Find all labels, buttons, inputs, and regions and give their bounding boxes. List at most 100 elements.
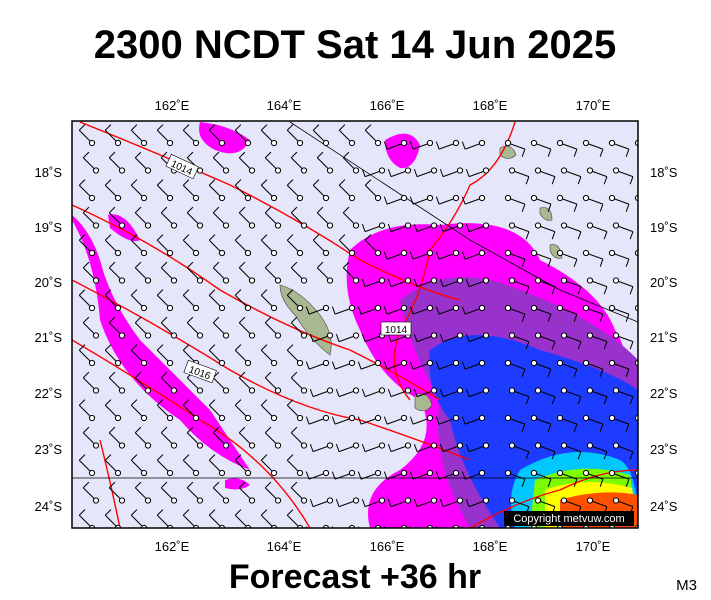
wind-barb (504, 469, 526, 487)
barb-flag (409, 251, 414, 260)
barb-flag (383, 471, 388, 480)
barb-flag (312, 124, 320, 131)
barb-station (88, 469, 96, 477)
barb-station (534, 167, 542, 174)
barb-flag (521, 148, 526, 157)
wind-barb (134, 426, 152, 449)
barb-flag (234, 509, 242, 516)
barb-station (114, 249, 122, 257)
wind-barb (238, 151, 256, 174)
barb-station (274, 277, 282, 284)
barb-flag (521, 203, 526, 212)
barb-flag (182, 399, 190, 406)
barb-station (426, 249, 434, 257)
barb-station (530, 469, 538, 477)
barb-flag (309, 333, 314, 342)
barb-flag (290, 261, 298, 269)
wind-barb (612, 387, 634, 405)
barb-flag (548, 534, 551, 542)
barb-station (248, 332, 256, 339)
barb-station (482, 167, 490, 174)
wind-barb (461, 249, 486, 260)
barb-flag (435, 196, 440, 205)
wind-barb (82, 151, 100, 174)
barb-flag (104, 399, 112, 406)
wind-barb (290, 316, 308, 339)
barb-station (456, 332, 464, 339)
barb-flag (134, 426, 142, 434)
barb-station (612, 277, 620, 284)
wind-barb (156, 344, 174, 367)
barb-flag (439, 333, 444, 342)
barb-station (478, 359, 486, 367)
barb-station (430, 332, 438, 339)
barb-station (586, 332, 594, 339)
lat-label: 22˚S (35, 386, 63, 401)
barb-flag (465, 498, 470, 507)
wind-barb (608, 139, 630, 157)
wind-barb (508, 442, 530, 460)
barb-flag (383, 361, 388, 370)
barb-flag (599, 203, 604, 212)
barb-station (534, 497, 542, 504)
barb-flag (130, 124, 138, 131)
wind-barb (342, 151, 360, 174)
wind-barb (134, 261, 152, 284)
barb-station (426, 139, 434, 147)
barb-station (300, 277, 308, 284)
barb-station (88, 359, 96, 367)
barb-station (114, 304, 122, 312)
barb-station (140, 139, 148, 147)
barb-station (248, 442, 256, 449)
barb-station (456, 497, 464, 504)
barb-station (430, 222, 438, 229)
wind-barb (108, 151, 126, 174)
wind-barb (504, 359, 526, 377)
isobar-label-box (380, 321, 412, 336)
barb-shaft (560, 527, 562, 528)
barb-flag (208, 289, 216, 296)
barb-station (560, 167, 568, 174)
barb-shaft (586, 527, 588, 528)
barb-flag (82, 151, 90, 159)
barb-flag (599, 478, 604, 487)
barb-flag (413, 443, 418, 452)
barb-flag (521, 368, 526, 377)
wind-barb (212, 261, 230, 284)
barb-station (296, 414, 304, 422)
barb-flag (78, 234, 86, 241)
wind-barb (364, 124, 382, 147)
lat-label: 24˚S (35, 499, 63, 514)
wind-barb (364, 234, 382, 257)
wind-barb (286, 399, 304, 422)
barb-flag (134, 261, 142, 269)
wind-barb (305, 304, 330, 315)
wind-barb (309, 442, 334, 453)
barb-station (508, 222, 516, 229)
barb-station (612, 387, 620, 394)
wind-barb (338, 234, 356, 257)
barb-flag (316, 206, 324, 214)
wind-barb (260, 234, 278, 257)
wind-barb (608, 359, 630, 377)
barb-station (144, 277, 152, 284)
barb-flag (212, 206, 220, 214)
barb-flag (108, 426, 116, 434)
wind-barb (78, 234, 96, 257)
barb-flag (186, 316, 194, 324)
barb-flag (264, 206, 272, 214)
barb-flag (130, 509, 138, 516)
barb-station (218, 304, 226, 312)
wind-barb (108, 426, 126, 449)
barb-station (244, 249, 252, 257)
barb-flag (108, 206, 116, 214)
barb-station (556, 139, 564, 147)
barb-station (144, 332, 152, 339)
barb-station (192, 249, 200, 257)
wind-barb (331, 304, 356, 315)
wind-barb (439, 167, 464, 178)
wind-barb (504, 194, 526, 212)
barb-station (374, 139, 382, 147)
barb-station (140, 469, 148, 477)
wind-barb (530, 139, 552, 157)
